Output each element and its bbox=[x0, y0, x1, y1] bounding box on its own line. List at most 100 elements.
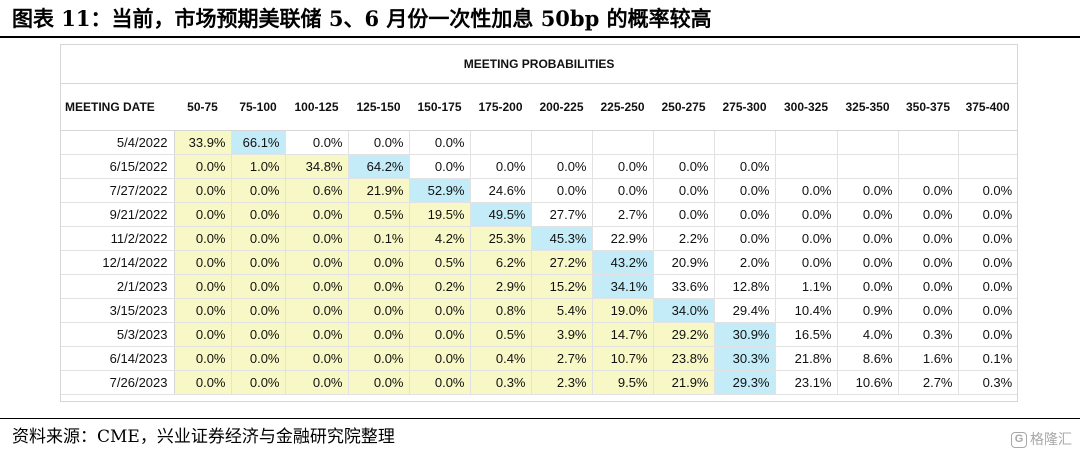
probability-cell: 0.0% bbox=[174, 370, 232, 395]
probability-cell: 3.9% bbox=[531, 322, 593, 347]
probability-cell: 0.0% bbox=[714, 178, 776, 203]
probability-cell: 0.0% bbox=[470, 154, 532, 179]
probability-cell: 4.2% bbox=[409, 226, 471, 251]
probability-cell: 34.1% bbox=[592, 274, 654, 299]
probability-cell: 0.0% bbox=[231, 370, 286, 395]
table-row: 6/15/2022 0.0% 1.0% 34.8% 64.2% 0.0% 0.0% 0.0% 0… bbox=[61, 154, 1018, 179]
column-header: 275-300 bbox=[714, 83, 775, 131]
probability-cell bbox=[653, 130, 715, 155]
probability-cell: 0.0% bbox=[898, 274, 959, 299]
probability-cell: 0.0% bbox=[231, 346, 286, 371]
probability-cell: 27.2% bbox=[531, 250, 593, 275]
probability-cell: 20.9% bbox=[653, 250, 715, 275]
meeting-date-cell: 6/15/2022 bbox=[61, 154, 175, 179]
probability-cell: 16.5% bbox=[775, 322, 838, 347]
probability-cell: 30.3% bbox=[714, 346, 776, 371]
column-header: 350-375 bbox=[898, 83, 958, 131]
meeting-probabilities-table: MEETING PROBABILITIES MEETING DATE 50-75… bbox=[61, 45, 1018, 395]
column-header: 50-75 bbox=[174, 83, 231, 131]
probability-cell: 0.0% bbox=[592, 154, 654, 179]
meeting-date-cell: 11/2/2022 bbox=[61, 226, 175, 251]
probability-cell: 0.4% bbox=[470, 346, 532, 371]
source-note: 资料来源：CME，兴业证券经济与金融研究院整理 bbox=[12, 427, 395, 447]
probability-cell bbox=[592, 130, 654, 155]
probability-cell: 0.0% bbox=[653, 178, 715, 203]
probability-cell: 0.1% bbox=[348, 226, 410, 251]
probability-cell: 2.3% bbox=[531, 370, 593, 395]
probability-cell: 1.0% bbox=[231, 154, 286, 179]
probability-cell: 8.6% bbox=[837, 346, 899, 371]
table-row: 7/26/2023 0.0% 0.0% 0.0% 0.0% 0.0% 0.3% 2.3% 9.5… bbox=[61, 370, 1018, 395]
probability-cell: 0.0% bbox=[898, 298, 959, 323]
probability-cell: 9.5% bbox=[592, 370, 654, 395]
table-row: 6/14/2023 0.0% 0.0% 0.0% 0.0% 0.0% 0.4% 2.7% 10.… bbox=[61, 346, 1018, 371]
probability-cell: 0.0% bbox=[348, 298, 410, 323]
probability-cell: 0.0% bbox=[837, 274, 899, 299]
meeting-date-cell: 5/4/2022 bbox=[61, 130, 175, 155]
probability-cell: 0.6% bbox=[285, 178, 349, 203]
probability-cell: 0.0% bbox=[174, 250, 232, 275]
column-header: 325-350 bbox=[837, 83, 898, 131]
probability-cell: 0.0% bbox=[409, 322, 471, 347]
probability-cell: 0.0% bbox=[653, 202, 715, 227]
probability-cell: 0.0% bbox=[898, 178, 959, 203]
meeting-date-cell: 5/3/2023 bbox=[61, 322, 175, 347]
probability-cell: 5.4% bbox=[531, 298, 593, 323]
probability-cell: 10.6% bbox=[837, 370, 899, 395]
probability-cell: 0.0% bbox=[837, 202, 899, 227]
probability-cell: 2.0% bbox=[714, 250, 776, 275]
probability-cell: 0.0% bbox=[285, 202, 349, 227]
probability-cell: 21.9% bbox=[348, 178, 410, 203]
probability-cell: 0.0% bbox=[409, 346, 471, 371]
probability-cell: 29.3% bbox=[714, 370, 776, 395]
probability-cell: 34.0% bbox=[653, 298, 715, 323]
probability-cell: 0.0% bbox=[174, 202, 232, 227]
probability-cell: 0.2% bbox=[409, 274, 471, 299]
probability-cell: 2.7% bbox=[592, 202, 654, 227]
column-header: 150-175 bbox=[409, 83, 470, 131]
probability-cell: 12.8% bbox=[714, 274, 776, 299]
probability-cell: 29.4% bbox=[714, 298, 776, 323]
probability-cell: 0.0% bbox=[531, 178, 593, 203]
probability-cell: 0.0% bbox=[592, 178, 654, 203]
probability-cell: 0.0% bbox=[285, 274, 349, 299]
probability-cell bbox=[958, 154, 1018, 179]
probability-cell: 0.0% bbox=[958, 274, 1018, 299]
table-row: 7/27/2022 0.0% 0.0% 0.6% 21.9% 52.9% 24.6% 0.0%… bbox=[61, 178, 1018, 203]
probability-cell: 4.0% bbox=[837, 322, 899, 347]
column-header: 200-225 bbox=[531, 83, 592, 131]
probability-cell: 0.0% bbox=[174, 178, 232, 203]
probability-cell bbox=[714, 130, 776, 155]
probability-cell: 19.5% bbox=[409, 202, 471, 227]
probability-cell bbox=[958, 130, 1018, 155]
probability-cell: 0.0% bbox=[348, 370, 410, 395]
probability-cell: 15.2% bbox=[531, 274, 593, 299]
probability-cell: 0.3% bbox=[898, 322, 959, 347]
figure-title: 图表 11：当前，市场预期美联储 5、6 月份一次性加息 50bp 的概率较高 bbox=[12, 6, 712, 31]
column-header: 375-400 bbox=[958, 83, 1018, 131]
probability-cell: 0.0% bbox=[285, 226, 349, 251]
probability-cell: 64.2% bbox=[348, 154, 410, 179]
probability-cell: 0.0% bbox=[231, 274, 286, 299]
probability-cell: 0.0% bbox=[714, 202, 776, 227]
probability-cell: 52.9% bbox=[409, 178, 471, 203]
probability-cell: 21.9% bbox=[653, 370, 715, 395]
probability-table-panel: MEETING PROBABILITIES MEETING DATE 50-75… bbox=[60, 44, 1018, 402]
probability-cell: 0.0% bbox=[285, 298, 349, 323]
probability-cell: 0.0% bbox=[409, 298, 471, 323]
probability-cell: 0.5% bbox=[470, 322, 532, 347]
probability-cell: 34.8% bbox=[285, 154, 349, 179]
probability-cell: 0.3% bbox=[958, 370, 1018, 395]
meeting-date-cell: 7/26/2023 bbox=[61, 370, 175, 395]
probability-cell: 0.0% bbox=[837, 250, 899, 275]
table-row: 5/4/2022 33.9% 66.1% 0.0% 0.0% 0.0% bbox=[61, 130, 1018, 155]
column-header: 250-275 bbox=[653, 83, 714, 131]
probability-cell: 0.0% bbox=[837, 226, 899, 251]
watermark-text: 格隆汇 bbox=[1030, 431, 1072, 447]
probability-cell: 6.2% bbox=[470, 250, 532, 275]
probability-cell: 0.0% bbox=[898, 226, 959, 251]
table-title: MEETING PROBABILITIES bbox=[61, 45, 1018, 84]
watermark-logo-icon: G bbox=[1011, 432, 1027, 449]
column-header: 300-325 bbox=[775, 83, 837, 131]
probability-cell: 0.0% bbox=[409, 154, 471, 179]
